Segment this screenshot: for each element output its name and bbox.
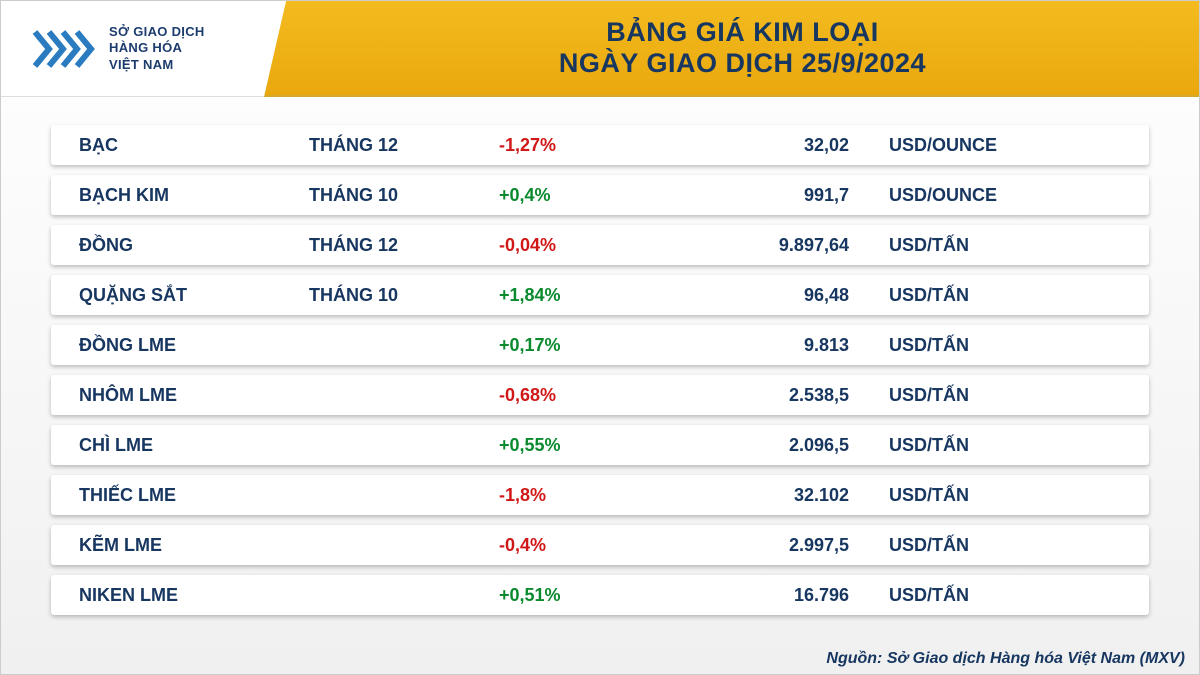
price-unit: USD/TẤN [889, 535, 1121, 556]
contract-month: THÁNG 12 [309, 235, 499, 256]
table-row: THIẾC LME -1,8%32.102USD/TẤN [51, 475, 1149, 515]
table-row: BẠCTHÁNG 12-1,27%32,02USD/OUNCE [51, 125, 1149, 165]
pct-change: +0,17% [499, 335, 679, 356]
table-row: NIKEN LME +0,51%16.796USD/TẤN [51, 575, 1149, 615]
price-value: 9.897,64 [679, 235, 889, 256]
price-unit: USD/TẤN [889, 285, 1121, 306]
pct-change: +1,84% [499, 285, 679, 306]
price-unit: USD/OUNCE [889, 135, 1121, 156]
contract-month: THÁNG 12 [309, 135, 499, 156]
logo-line3: VIỆT NAM [109, 57, 205, 73]
table-row: BẠCH KIMTHÁNG 10+0,4%991,7USD/OUNCE [51, 175, 1149, 215]
commodity-name: CHÌ LME [79, 435, 309, 456]
price-unit: USD/TẤN [889, 585, 1121, 606]
price-unit: USD/TẤN [889, 435, 1121, 456]
title-line-2: NGÀY GIAO DỊCH 25/9/2024 [559, 48, 926, 79]
header: SỞ GIAO DỊCH HÀNG HÓA VIỆT NAM BẢNG GIÁ … [1, 1, 1199, 97]
contract-month: THÁNG 10 [309, 285, 499, 306]
price-value: 32.102 [679, 485, 889, 506]
table-row: ĐỒNGTHÁNG 12-0,04%9.897,64USD/TẤN [51, 225, 1149, 265]
pct-change: +0,55% [499, 435, 679, 456]
table-row: QUẶNG SẮTTHÁNG 10+1,84%96,48USD/TẤN [51, 275, 1149, 315]
commodity-name: ĐỒNG [79, 235, 309, 256]
commodity-name: BẠCH KIM [79, 185, 309, 206]
contract-month: THÁNG 10 [309, 185, 499, 206]
logo-text: SỞ GIAO DỊCH HÀNG HÓA VIỆT NAM [109, 24, 205, 73]
commodity-name: THIẾC LME [79, 485, 309, 506]
table-row: KẼM LME -0,4%2.997,5USD/TẤN [51, 525, 1149, 565]
price-value: 96,48 [679, 285, 889, 306]
price-value: 2.997,5 [679, 535, 889, 556]
title-bar: BẢNG GIÁ KIM LOẠI NGÀY GIAO DỊCH 25/9/20… [264, 1, 1199, 95]
source-note: Nguồn: Sở Giao dịch Hàng hóa Việt Nam (M… [826, 650, 1185, 668]
price-table: BẠCTHÁNG 12-1,27%32,02USD/OUNCEBẠCH KIMT… [1, 97, 1199, 635]
price-value: 32,02 [679, 135, 889, 156]
table-row: CHÌ LME +0,55%2.096,5USD/TẤN [51, 425, 1149, 465]
logo-icon [31, 26, 99, 72]
price-unit: USD/TẤN [889, 335, 1121, 356]
price-value: 9.813 [679, 335, 889, 356]
price-unit: USD/TẤN [889, 385, 1121, 406]
commodity-name: BẠC [79, 135, 309, 156]
pct-change: +0,4% [499, 185, 679, 206]
price-value: 2.538,5 [679, 385, 889, 406]
price-value: 2.096,5 [679, 435, 889, 456]
logo-line1: SỞ GIAO DỊCH [109, 24, 205, 40]
pct-change: -0,04% [499, 235, 679, 256]
commodity-name: QUẶNG SẮT [79, 285, 309, 306]
table-row: ĐỒNG LME +0,17%9.813USD/TẤN [51, 325, 1149, 365]
price-unit: USD/TẤN [889, 235, 1121, 256]
price-value: 16.796 [679, 585, 889, 606]
logo-line2: HÀNG HÓA [109, 40, 205, 56]
pct-change: -1,27% [499, 135, 679, 156]
commodity-name: NIKEN LME [79, 585, 309, 606]
price-board: SỞ GIAO DỊCH HÀNG HÓA VIỆT NAM BẢNG GIÁ … [0, 0, 1200, 675]
pct-change: -0,4% [499, 535, 679, 556]
commodity-name: ĐỒNG LME [79, 335, 309, 356]
commodity-name: KẼM LME [79, 535, 309, 556]
price-unit: USD/OUNCE [889, 185, 1121, 206]
pct-change: -1,8% [499, 485, 679, 506]
logo: SỞ GIAO DỊCH HÀNG HÓA VIỆT NAM [1, 1, 286, 97]
commodity-name: NHÔM LME [79, 385, 309, 406]
title-line-1: BẢNG GIÁ KIM LOẠI [606, 17, 879, 48]
pct-change: -0,68% [499, 385, 679, 406]
price-value: 991,7 [679, 185, 889, 206]
price-unit: USD/TẤN [889, 485, 1121, 506]
pct-change: +0,51% [499, 585, 679, 606]
table-row: NHÔM LME -0,68%2.538,5USD/TẤN [51, 375, 1149, 415]
